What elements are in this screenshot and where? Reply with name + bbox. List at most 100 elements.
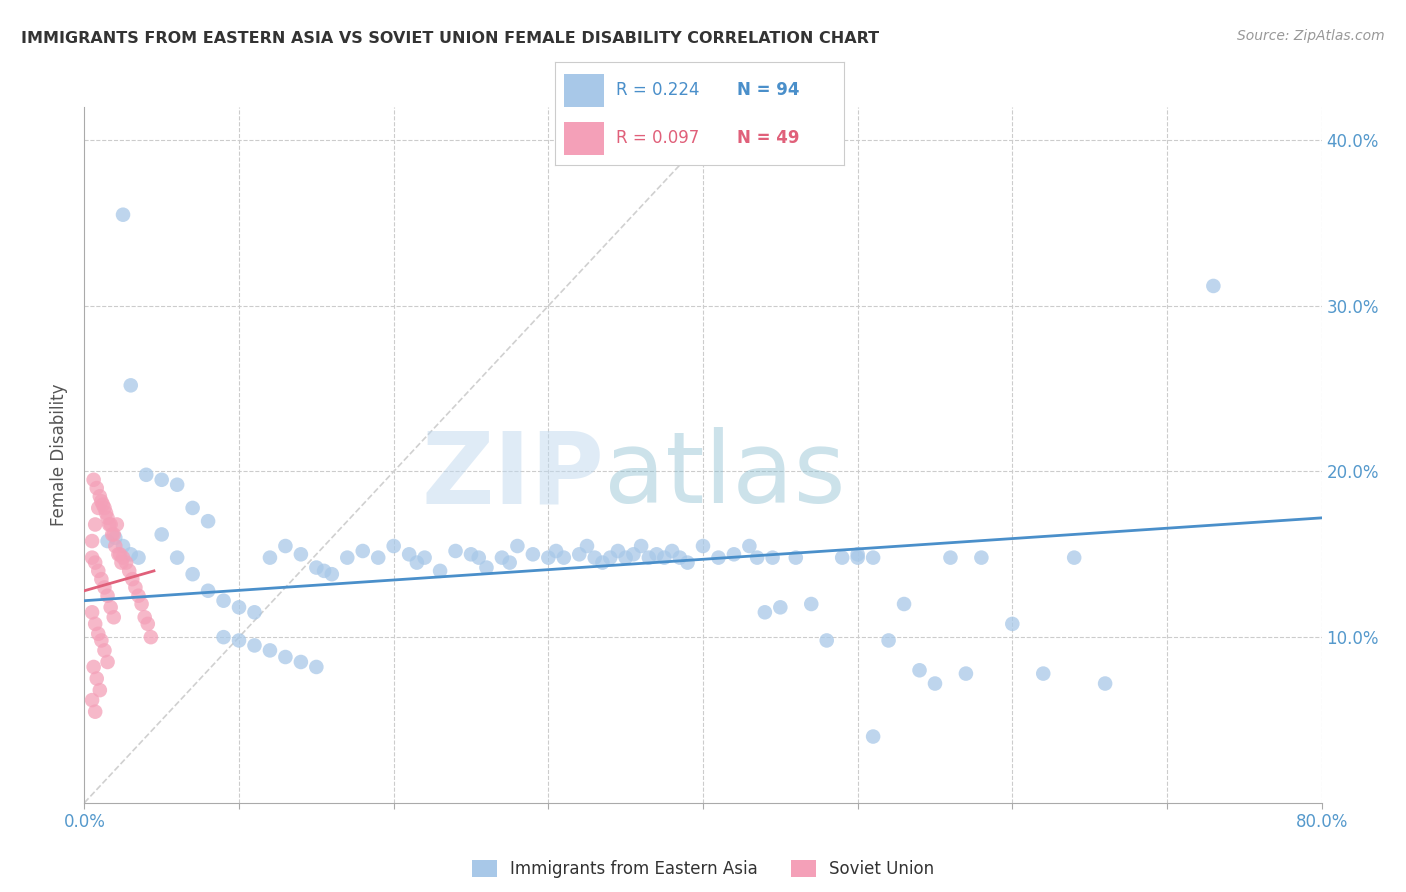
- Point: [197, 583, 219, 598]
- Point: [118, 564, 141, 578]
- Text: Source: ZipAtlas.com: Source: ZipAtlas.com: [1237, 29, 1385, 43]
- Point: [1001, 616, 1024, 631]
- Bar: [564, 122, 605, 155]
- Point: [82, 693, 104, 707]
- Point: [460, 547, 482, 561]
- Point: [576, 539, 599, 553]
- Text: R = 0.224: R = 0.224: [616, 81, 699, 99]
- Text: ZIP: ZIP: [422, 427, 605, 524]
- Point: [115, 556, 138, 570]
- Point: [669, 550, 692, 565]
- Point: [108, 547, 131, 561]
- Point: [352, 544, 374, 558]
- Point: [553, 550, 575, 565]
- Point: [862, 550, 884, 565]
- Point: [124, 581, 146, 595]
- Bar: [564, 74, 605, 106]
- Point: [89, 683, 111, 698]
- Point: [614, 550, 637, 565]
- Point: [128, 550, 150, 565]
- Point: [121, 572, 143, 586]
- Point: [82, 605, 104, 619]
- Point: [939, 550, 962, 565]
- Point: [259, 550, 281, 565]
- Point: [120, 547, 142, 561]
- Point: [592, 556, 614, 570]
- Point: [97, 511, 120, 525]
- Y-axis label: Female Disability: Female Disability: [51, 384, 69, 526]
- Point: [274, 539, 297, 553]
- Point: [305, 660, 328, 674]
- Point: [382, 539, 405, 553]
- Point: [97, 655, 120, 669]
- Point: [475, 560, 498, 574]
- Point: [955, 666, 977, 681]
- Point: [97, 534, 120, 549]
- Point: [676, 556, 699, 570]
- Point: [546, 544, 568, 558]
- Point: [136, 616, 159, 631]
- Point: [150, 473, 173, 487]
- Point: [406, 556, 429, 570]
- Point: [87, 500, 110, 515]
- Point: [1063, 550, 1085, 565]
- Point: [785, 550, 807, 565]
- Point: [105, 517, 128, 532]
- Point: [112, 550, 135, 565]
- Point: [84, 556, 107, 570]
- Point: [97, 589, 120, 603]
- Point: [924, 676, 946, 690]
- Point: [645, 547, 668, 561]
- Point: [93, 581, 115, 595]
- Point: [166, 550, 188, 565]
- Point: [84, 705, 107, 719]
- Point: [537, 550, 560, 565]
- Point: [970, 550, 993, 565]
- Point: [86, 481, 108, 495]
- Point: [83, 660, 105, 674]
- Point: [94, 506, 117, 520]
- Point: [491, 550, 513, 565]
- Point: [135, 467, 157, 482]
- Point: [738, 539, 761, 553]
- Point: [723, 547, 745, 561]
- Point: [166, 477, 188, 491]
- Point: [93, 643, 115, 657]
- Point: [893, 597, 915, 611]
- Point: [84, 616, 107, 631]
- Point: [82, 550, 104, 565]
- Point: [692, 539, 714, 553]
- Point: [90, 494, 112, 508]
- Legend: Immigrants from Eastern Asia, Soviet Union: Immigrants from Eastern Asia, Soviet Uni…: [465, 854, 941, 885]
- Point: [89, 489, 111, 503]
- Point: [623, 547, 645, 561]
- Point: [259, 643, 281, 657]
- Point: [243, 639, 266, 653]
- Point: [846, 550, 869, 565]
- Point: [583, 550, 606, 565]
- Point: [1202, 279, 1225, 293]
- Point: [290, 655, 312, 669]
- Point: [87, 627, 110, 641]
- Point: [139, 630, 162, 644]
- Point: [128, 589, 150, 603]
- Point: [181, 500, 204, 515]
- Point: [769, 600, 792, 615]
- Point: [321, 567, 343, 582]
- Point: [846, 547, 869, 561]
- Point: [568, 547, 591, 561]
- Point: [103, 527, 125, 541]
- Point: [522, 547, 544, 561]
- Point: [93, 500, 115, 515]
- Point: [212, 630, 235, 644]
- Point: [754, 605, 776, 619]
- Point: [90, 633, 112, 648]
- Text: N = 49: N = 49: [737, 129, 800, 147]
- Point: [815, 633, 838, 648]
- Point: [800, 597, 823, 611]
- Point: [110, 556, 132, 570]
- Point: [274, 650, 297, 665]
- Point: [134, 610, 156, 624]
- Point: [831, 550, 853, 565]
- Point: [98, 517, 121, 532]
